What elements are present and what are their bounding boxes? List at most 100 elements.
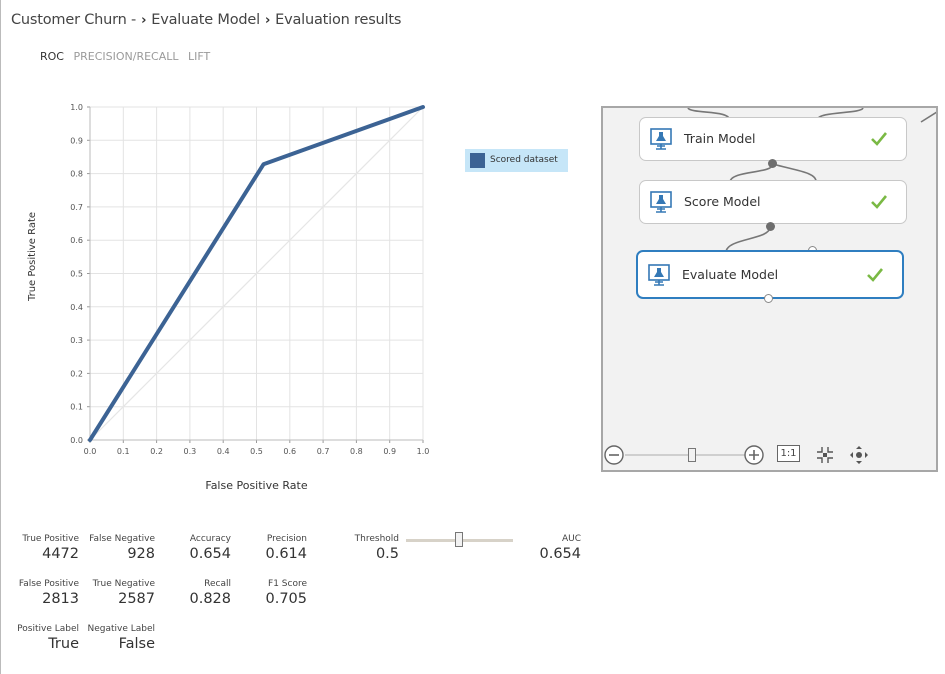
y-tick-label: 1.0 bbox=[70, 103, 83, 112]
metric-negative-label: Negative Label False bbox=[86, 624, 155, 652]
breadcrumb: Customer Churn - › Evaluate Model › Evaluati… bbox=[11, 12, 401, 28]
metric-label: False Negative bbox=[89, 534, 155, 544]
metric-value: 4472 bbox=[42, 546, 79, 562]
metric-value: 0.654 bbox=[189, 546, 231, 562]
y-tick-label: 0.9 bbox=[70, 136, 83, 145]
checkmark-icon bbox=[871, 132, 888, 146]
x-tick-label: 0.4 bbox=[217, 447, 230, 456]
y-tick-label: 0.5 bbox=[70, 270, 83, 279]
connector-line bbox=[772, 163, 817, 183]
x-tick-label: 1.0 bbox=[417, 447, 430, 456]
node-train-model[interactable]: Train Model bbox=[639, 117, 907, 161]
y-tick-label: 0.4 bbox=[70, 303, 83, 312]
node-label: Score Model bbox=[684, 194, 761, 209]
metric-label: False Positive bbox=[18, 579, 79, 589]
metric-label: Positive Label bbox=[17, 624, 79, 634]
x-tick-label: 0.8 bbox=[350, 447, 363, 456]
y-tick-label: 0.7 bbox=[70, 203, 83, 212]
y-tick-label: 0.1 bbox=[70, 403, 83, 412]
metric-label: Threshold bbox=[354, 534, 399, 544]
metric-label: Recall bbox=[204, 579, 231, 589]
metric-precision: Precision 0.614 bbox=[247, 534, 307, 562]
y-tick-label: 0.0 bbox=[70, 436, 83, 445]
fit-to-screen-icon[interactable] bbox=[814, 444, 836, 466]
connector-line bbox=[920, 111, 936, 123]
metric-positive-label: Positive Label True bbox=[14, 624, 79, 652]
breadcrumb-module[interactable]: Evaluate Model bbox=[151, 12, 260, 28]
metric-auc: AUC 0.654 bbox=[520, 534, 581, 562]
checkmark-icon bbox=[871, 195, 888, 209]
breadcrumb-experiment[interactable]: Customer Churn - bbox=[11, 12, 137, 28]
zoom-slider-thumb[interactable] bbox=[688, 448, 696, 462]
y-tick-label: 0.8 bbox=[70, 170, 83, 179]
metric-true-negative: True Negative 2587 bbox=[86, 579, 155, 607]
metric-value: 0.614 bbox=[265, 546, 307, 562]
metric-label: Precision bbox=[266, 534, 307, 544]
tab-roc[interactable]: ROC bbox=[40, 50, 64, 63]
x-tick-label: 0.3 bbox=[184, 447, 197, 456]
metric-value: 0.654 bbox=[539, 546, 581, 562]
metric-label: True Positive bbox=[22, 534, 79, 544]
node-label: Train Model bbox=[684, 131, 756, 146]
metric-value: 0.5 bbox=[375, 546, 399, 562]
x-tick-label: 0.2 bbox=[150, 447, 163, 456]
flask-monitor-icon bbox=[648, 264, 670, 286]
zoom-in-icon[interactable] bbox=[743, 444, 765, 466]
diagonal-reference-line bbox=[89, 106, 424, 441]
tab-lift[interactable]: LIFT bbox=[188, 50, 211, 63]
zoom-out-icon[interactable] bbox=[603, 444, 625, 466]
chevron-right-icon: › bbox=[264, 12, 271, 28]
window-left-edge bbox=[0, 0, 1, 674]
metric-true-positive: True Positive 4472 bbox=[19, 534, 79, 562]
metric-label: F1 Score bbox=[268, 579, 307, 589]
metric-value: False bbox=[118, 636, 155, 652]
experiment-canvas[interactable]: Train Model Score Model Evaluate Model bbox=[601, 106, 938, 472]
flask-monitor-icon bbox=[650, 128, 672, 150]
connector-line bbox=[725, 226, 771, 253]
metric-threshold: Threshold 0.5 bbox=[338, 534, 399, 562]
metric-value: 0.705 bbox=[265, 591, 307, 607]
metric-label: AUC bbox=[561, 534, 581, 544]
y-tick-label: 0.3 bbox=[70, 336, 83, 345]
legend-item-scored-dataset[interactable]: Scored dataset bbox=[465, 149, 568, 172]
metric-false-negative: False Negative 928 bbox=[86, 534, 155, 562]
flask-monitor-icon bbox=[650, 191, 672, 213]
output-port[interactable] bbox=[768, 159, 777, 168]
tab-precision-recall[interactable]: PRECISION/RECALL bbox=[73, 50, 179, 63]
metric-recall: Recall 0.828 bbox=[172, 579, 231, 607]
output-port[interactable] bbox=[764, 294, 773, 303]
metric-value: 0.828 bbox=[189, 591, 231, 607]
roc-chart: 0.0 0.1 0.2 0.3 0.4 0.5 0.6 0.7 0.8 0.9 1.0 0.0 0.1 0… bbox=[27, 103, 430, 492]
roc-curve-line bbox=[88, 105, 425, 442]
actual-size-button[interactable]: 1:1 bbox=[777, 445, 800, 462]
zoom-slider-track[interactable] bbox=[625, 454, 747, 456]
checkmark-icon bbox=[867, 268, 884, 282]
x-tick-label: 0.7 bbox=[317, 447, 330, 456]
chart-tabs: ROC PRECISION/RECALL LIFT bbox=[40, 50, 216, 63]
x-tick-label: 0.5 bbox=[250, 447, 263, 456]
metric-label: Accuracy bbox=[189, 534, 231, 544]
output-port[interactable] bbox=[766, 222, 775, 231]
metric-false-positive: False Positive 2813 bbox=[14, 579, 79, 607]
x-tick-label: 0.6 bbox=[283, 447, 296, 456]
metric-value: True bbox=[48, 636, 79, 652]
metric-f1-score: F1 Score 0.705 bbox=[247, 579, 307, 607]
chevron-right-icon: › bbox=[141, 12, 147, 28]
x-tick-label: 0.0 bbox=[84, 447, 97, 456]
node-label: Evaluate Model bbox=[682, 267, 779, 282]
metric-value: 2813 bbox=[42, 591, 79, 607]
metric-label: True Negative bbox=[92, 579, 155, 589]
y-axis-label: True Positive Rate bbox=[27, 212, 38, 302]
threshold-slider-thumb[interactable] bbox=[455, 532, 463, 547]
metric-value: 2587 bbox=[118, 591, 155, 607]
x-tick-label: 0.1 bbox=[117, 447, 130, 456]
node-evaluate-model[interactable]: Evaluate Model bbox=[636, 250, 904, 299]
x-axis-label: False Positive Rate bbox=[205, 479, 307, 492]
legend-label: Scored dataset bbox=[490, 155, 558, 165]
node-score-model[interactable]: Score Model bbox=[639, 180, 907, 224]
metric-accuracy: Accuracy 0.654 bbox=[172, 534, 231, 562]
breadcrumb-current: Evaluation results bbox=[275, 12, 402, 28]
zoom-toolbar: 1:1 bbox=[603, 442, 936, 470]
y-tick-label: 0.6 bbox=[70, 236, 83, 245]
pan-icon[interactable] bbox=[848, 444, 870, 466]
